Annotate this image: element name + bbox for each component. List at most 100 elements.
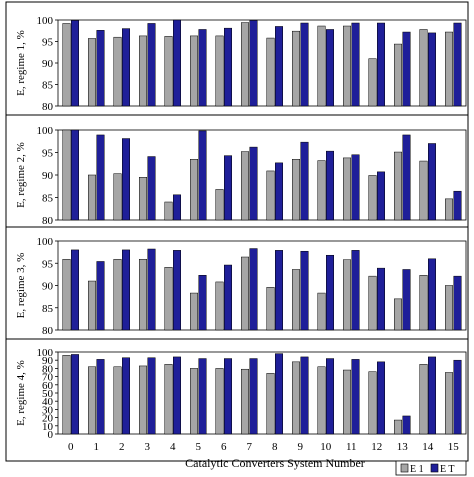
bar-et-4 [173,250,181,331]
bar-et-0 [71,129,79,221]
bar-et-15 [453,275,462,331]
x-tick-label: 15 [448,441,460,453]
y-tick-label: 95 [42,258,54,270]
y-tick-label: 85 [42,80,54,92]
bar-et-8 [275,162,283,221]
bar-e1-4 [164,364,173,435]
bar-et-13 [402,269,411,331]
bar-et-9 [300,141,309,221]
bar-et-2 [122,357,130,435]
bar-et-4 [173,194,181,221]
bar-e1-8 [266,170,275,221]
bar-e1-0 [62,129,71,221]
x-tick-label: 5 [196,441,202,453]
bar-et-1 [96,359,105,435]
bar-e1-15 [445,285,453,331]
y-tick-label: 80 [42,215,54,227]
bar-e1-11 [343,25,351,107]
y-tick-label: 10 [42,421,54,433]
bar-e1-0 [62,23,71,107]
bar-e1-1 [88,280,96,331]
y-tick-label: 40 [42,396,54,408]
bar-e1-10 [317,366,326,435]
bar-e1-13 [394,419,402,435]
bar-et-3 [147,357,156,435]
x-tick-label: 6 [221,441,227,453]
bar-et-5 [198,29,207,107]
bar-e1-11 [343,369,351,435]
bar-e1-5 [190,292,198,331]
y-axis-label: E, regime 1, % [15,30,27,96]
bar-et-14 [428,258,436,331]
panel-frame [5,338,469,462]
bar-e1-3 [139,35,147,107]
bar-e1-5 [190,368,198,435]
bar-et-7 [249,146,258,221]
bar-e1-10 [317,25,326,107]
y-tick-label: 30 [42,404,54,416]
bar-et-4 [173,356,181,435]
bar-e1-3 [139,177,147,221]
bar-e1-5 [190,35,198,107]
bar-et-14 [428,32,436,107]
bar-et-11 [351,250,360,331]
bar-e1-10 [317,292,326,331]
y-tick-label: 20 [42,413,54,425]
bar-e1-13 [394,151,402,221]
bar-e1-3 [139,365,147,435]
bar-et-6 [224,155,232,221]
bar-e1-12 [368,275,377,331]
x-tick-label: 14 [422,441,434,453]
bar-e1-14 [419,275,428,331]
bar-e1-4 [164,267,173,331]
bar-et-5 [198,275,207,331]
bar-et-8 [275,250,283,331]
bar-e1-8 [266,373,275,435]
bar-e1-6 [215,368,224,435]
bar-et-0 [71,249,79,331]
bar-et-15 [453,359,462,435]
y-tick-label: 100 [37,347,54,359]
bar-et-2 [122,249,130,331]
bar-et-6 [224,358,232,435]
bar-et-8 [275,26,283,107]
y-tick-label: 80 [42,101,54,113]
y-tick-label: 100 [37,15,54,27]
bar-e1-2 [113,366,122,435]
y-tick-label: 60 [42,380,54,392]
y-tick-label: 100 [37,125,54,137]
y-tick-label: 80 [42,363,54,375]
bar-e1-13 [394,298,402,331]
bar-et-3 [147,248,156,331]
bar-e1-9 [292,159,300,221]
bar-et-6 [224,27,232,107]
bar-et-12 [377,22,385,107]
bar-et-10 [326,254,334,331]
bar-e1-10 [317,160,326,221]
bar-et-7 [249,248,258,331]
bar-e1-0 [62,355,71,435]
bar-et-14 [428,143,436,221]
bar-et-11 [351,359,360,435]
y-tick-label: 90 [42,281,54,293]
bar-et-1 [96,261,105,331]
bar-e1-2 [113,173,122,221]
bar-e1-15 [445,31,453,107]
legend-label-et: E T [440,464,455,475]
bar-et-14 [428,356,436,435]
bar-e1-8 [266,287,275,331]
x-tick-label: 8 [272,441,278,453]
bar-e1-2 [113,36,122,107]
x-tick-label: 12 [371,441,382,453]
y-tick-label: 95 [42,148,54,160]
bar-e1-11 [343,157,351,221]
bar-e1-11 [343,259,351,331]
bar-et-10 [326,29,334,107]
x-tick-label: 10 [320,441,332,453]
y-tick-label: 80 [42,325,54,337]
bar-e1-12 [368,175,377,221]
bar-e1-6 [215,281,224,331]
bar-e1-3 [139,258,147,331]
bar-e1-8 [266,37,275,107]
